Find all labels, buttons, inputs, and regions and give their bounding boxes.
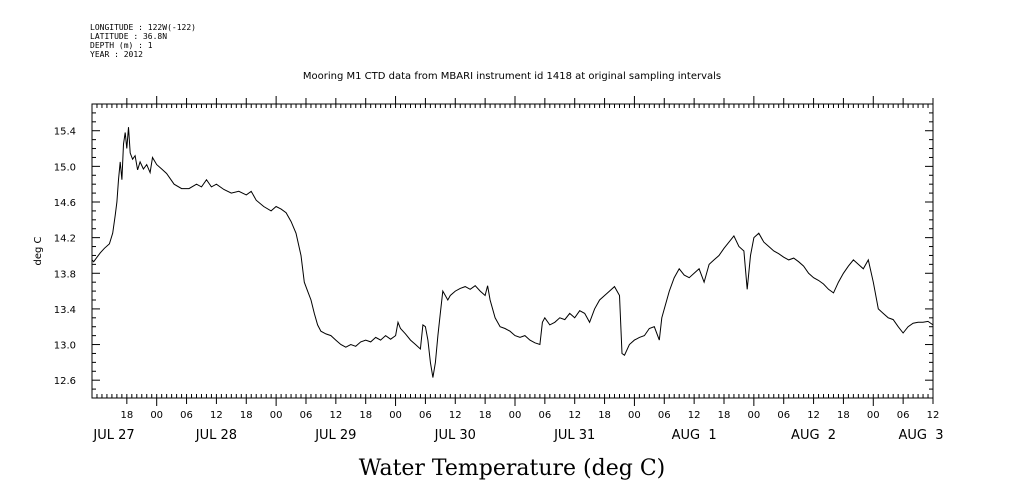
x-hour-label: 06 bbox=[419, 410, 432, 421]
x-day-label: JUL 30 bbox=[434, 428, 476, 443]
meta-longitude: LONGITUDE : 122W(-122) bbox=[90, 23, 196, 32]
x-hour-label: 12 bbox=[210, 410, 223, 421]
x-day-label: JUL 28 bbox=[195, 428, 237, 443]
meta-latitude: LATITUDE : 36.8N bbox=[90, 32, 167, 41]
metadata-block: LONGITUDE : 122W(-122) LATITUDE : 36.8N … bbox=[90, 23, 196, 59]
plot-frame bbox=[91, 103, 934, 399]
y-tick-label: 14.6 bbox=[54, 198, 76, 209]
x-hour-label: 06 bbox=[658, 410, 671, 421]
x-axis: 18 00 06 12 18 00 06 12 18 00 06 12 18 00 06 12 18 00 06 12… bbox=[91, 96, 944, 443]
x-day-label: AUG 3 bbox=[898, 428, 943, 443]
y-tick-label: 15.0 bbox=[54, 162, 76, 173]
x-day-label: JUL 29 bbox=[314, 428, 356, 443]
y-tick-label: 13.4 bbox=[54, 305, 76, 316]
x-hour-label: 12 bbox=[688, 410, 701, 421]
x-day-label: JUL 27 bbox=[92, 428, 134, 443]
x-day-label: AUG 2 bbox=[791, 428, 836, 443]
x-hour-label: 00 bbox=[628, 410, 641, 421]
chart-title: Mooring M1 CTD data from MBARI instrumen… bbox=[303, 71, 721, 82]
meta-year: YEAR : 2012 bbox=[90, 50, 143, 59]
x-hour-label: 00 bbox=[747, 410, 760, 421]
x-day-label: AUG 1 bbox=[672, 428, 717, 443]
x-hour-label: 12 bbox=[568, 410, 581, 421]
x-hour-label: 12 bbox=[807, 410, 820, 421]
x-hour-label: 00 bbox=[867, 410, 880, 421]
x-day-label: JUL 31 bbox=[553, 428, 595, 443]
y-tick-label: 15.4 bbox=[54, 127, 76, 138]
y-tick-label: 12.6 bbox=[54, 376, 76, 387]
x-hour-label: 18 bbox=[359, 410, 372, 421]
x-hour-label: 06 bbox=[777, 410, 790, 421]
y-axis: 12.6 13.0 13.4 13.8 14.2 14.6 15.0 15.4 bbox=[54, 103, 933, 399]
x-hour-label: 06 bbox=[538, 410, 551, 421]
x-hour-label: 06 bbox=[180, 410, 193, 421]
x-axis-label: Water Temperature (deg C) bbox=[359, 456, 666, 481]
y-tick-label: 13.8 bbox=[54, 269, 76, 280]
y-tick-label: 13.0 bbox=[54, 341, 76, 352]
x-hour-label: 06 bbox=[300, 410, 313, 421]
x-hour-label: 00 bbox=[509, 410, 522, 421]
y-axis-label: deg C bbox=[33, 236, 44, 265]
temperature-series-line bbox=[91, 127, 934, 378]
meta-depth: DEPTH (m) : 1 bbox=[90, 41, 153, 50]
x-hour-label: 00 bbox=[270, 410, 283, 421]
x-hour-label: 12 bbox=[449, 410, 462, 421]
x-hour-label: 18 bbox=[837, 410, 850, 421]
y-tick-label: 14.2 bbox=[54, 234, 76, 245]
x-hour-label: 00 bbox=[389, 410, 402, 421]
x-hour-label: 18 bbox=[479, 410, 492, 421]
x-hour-label: 18 bbox=[598, 410, 611, 421]
x-hour-label: 12 bbox=[329, 410, 342, 421]
x-hour-label: 12 bbox=[927, 410, 940, 421]
x-hour-label: 18 bbox=[718, 410, 731, 421]
x-hour-label: 18 bbox=[120, 410, 133, 421]
x-hour-label: 18 bbox=[240, 410, 253, 421]
x-hour-label: 06 bbox=[897, 410, 910, 421]
x-hour-label: 00 bbox=[150, 410, 163, 421]
